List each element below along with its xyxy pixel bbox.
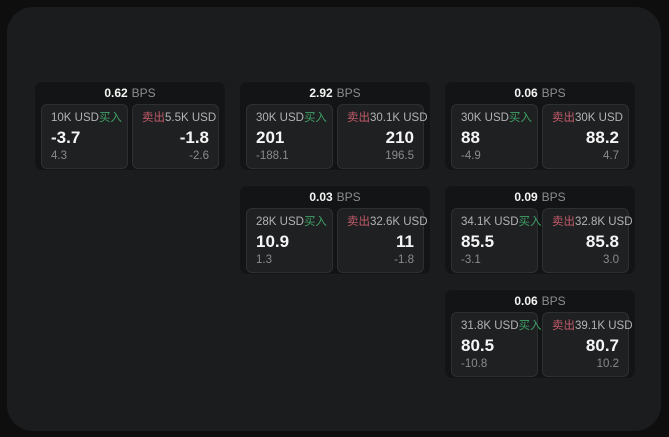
card-body: 30K USD 买入 88 -4.9 卖出 30K USD 88.2 4.7 (445, 104, 635, 170)
quote-card[interactable]: 2.92 BPS 30K USD 买入 201 -188.1 卖出 30.1K … (239, 81, 431, 171)
card-body: 34.1K USD 买入 85.5 -3.1 卖出 32.8K USD 85.8… (445, 208, 635, 274)
card-bps-value: 2.92 (309, 86, 333, 100)
card-bps-value: 0.06 (514, 86, 538, 100)
buy-change: -3.1 (461, 254, 481, 266)
card-header: 0.03 BPS (240, 186, 430, 208)
sell-change: 10.2 (596, 358, 619, 370)
sell-panel[interactable]: 卖出 39.1K USD 80.7 10.2 (542, 312, 633, 377)
card-bps-value: 0.09 (514, 190, 538, 204)
card-bps-unit: BPS (336, 86, 361, 100)
buy-badge: 买入 (518, 320, 542, 332)
buy-panel[interactable]: 28K USD 买入 10.9 1.3 (246, 208, 333, 273)
sell-badge: 卖出 (347, 112, 370, 124)
sell-change: -1.8 (394, 254, 414, 266)
buy-amount: 34.1K USD (461, 216, 519, 228)
card-bps-value: 0.06 (514, 294, 538, 308)
card-bps-unit: BPS (541, 294, 566, 308)
card-header: 0.62 BPS (35, 82, 225, 104)
card-body: 30K USD 买入 201 -188.1 卖出 30.1K USD 210 1… (240, 104, 430, 170)
sell-badge: 卖出 (552, 216, 575, 228)
sell-badge: 卖出 (552, 320, 575, 332)
sell-change: 196.5 (385, 150, 414, 162)
sell-panel[interactable]: 卖出 32.8K USD 85.8 3.0 (542, 208, 633, 273)
card-header: 0.06 BPS (445, 82, 635, 104)
quote-card[interactable]: 0.06 BPS 31.8K USD 买入 80.5 -10.8 卖出 39.1… (444, 289, 636, 379)
card-bps-value: 0.62 (104, 86, 128, 100)
sell-badge: 卖出 (142, 112, 165, 124)
sell-change: -2.6 (189, 150, 209, 162)
quote-card[interactable]: 0.03 BPS 28K USD 买入 10.9 1.3 卖出 32.6K US… (239, 185, 431, 275)
card-bps-unit: BPS (131, 86, 156, 100)
sell-value: -1.8 (179, 128, 209, 147)
buy-value: -3.7 (51, 128, 81, 147)
buy-panel[interactable]: 10K USD 买入 -3.7 4.3 (41, 104, 128, 169)
buy-panel[interactable]: 30K USD 买入 201 -188.1 (246, 104, 333, 169)
buy-panel[interactable]: 31.8K USD 买入 80.5 -10.8 (451, 312, 542, 377)
card-body: 31.8K USD 买入 80.5 -10.8 卖出 39.1K USD 80.… (445, 312, 635, 378)
sell-panel[interactable]: 卖出 30.1K USD 210 196.5 (337, 104, 428, 169)
buy-badge: 买入 (303, 112, 327, 124)
sell-amount: 30.1K USD (370, 112, 428, 124)
card-bps-value: 0.03 (309, 190, 333, 204)
buy-amount: 30K USD (256, 112, 304, 124)
sell-badge: 卖出 (552, 112, 575, 124)
buy-change: -4.9 (461, 150, 481, 162)
buy-badge: 买入 (303, 216, 327, 228)
sell-amount: 32.6K USD (370, 216, 428, 228)
cards-grid: 0.62 BPS 10K USD 买入 -3.7 4.3 卖出 5.5K USD… (34, 81, 636, 379)
sell-panel[interactable]: 卖出 30K USD 88.2 4.7 (542, 104, 629, 169)
buy-change: -10.8 (461, 358, 488, 370)
buy-value: 10.9 (256, 232, 290, 251)
sell-panel[interactable]: 卖出 32.6K USD 11 -1.8 (337, 208, 428, 273)
sell-amount: 30K USD (575, 112, 623, 124)
card-bps-unit: BPS (336, 190, 361, 204)
buy-amount: 10K USD (51, 112, 99, 124)
sell-amount: 5.5K USD (165, 112, 217, 124)
buy-badge: 买入 (518, 216, 542, 228)
card-bps-unit: BPS (541, 190, 566, 204)
buy-badge: 买入 (98, 112, 122, 124)
sell-amount: 32.8K USD (575, 216, 633, 228)
quote-card[interactable]: 0.62 BPS 10K USD 买入 -3.7 4.3 卖出 5.5K USD… (34, 81, 226, 171)
buy-value: 80.5 (461, 336, 495, 355)
card-body: 28K USD 买入 10.9 1.3 卖出 32.6K USD 11 -1.8 (240, 208, 430, 274)
card-body: 10K USD 买入 -3.7 4.3 卖出 5.5K USD -1.8 -2.… (35, 104, 225, 170)
quote-card[interactable]: 0.06 BPS 30K USD 买入 88 -4.9 卖出 30K USD 8… (444, 81, 636, 171)
sell-change: 4.7 (603, 150, 619, 162)
quote-card[interactable]: 0.09 BPS 34.1K USD 买入 85.5 -3.1 卖出 32.8K… (444, 185, 636, 275)
card-header: 0.06 BPS (445, 290, 635, 312)
sell-amount: 39.1K USD (575, 320, 633, 332)
buy-panel[interactable]: 34.1K USD 买入 85.5 -3.1 (451, 208, 542, 273)
buy-amount: 28K USD (256, 216, 304, 228)
buy-value: 201 (256, 128, 285, 147)
buy-amount: 30K USD (461, 112, 509, 124)
buy-value: 88 (461, 128, 480, 147)
card-bps-unit: BPS (541, 86, 566, 100)
buy-value: 85.5 (461, 232, 495, 251)
buy-amount: 31.8K USD (461, 320, 519, 332)
sell-panel[interactable]: 卖出 5.5K USD -1.8 -2.6 (132, 104, 219, 169)
card-header: 2.92 BPS (240, 82, 430, 104)
sell-value: 11 (396, 232, 414, 251)
sell-value: 88.2 (585, 128, 619, 147)
buy-change: -188.1 (256, 150, 289, 162)
sell-value: 80.7 (585, 336, 619, 355)
buy-panel[interactable]: 30K USD 买入 88 -4.9 (451, 104, 538, 169)
buy-change: 4.3 (51, 150, 67, 162)
buy-badge: 买入 (508, 112, 532, 124)
card-header: 0.09 BPS (445, 186, 635, 208)
buy-change: 1.3 (256, 254, 272, 266)
app-background-panel: 0.62 BPS 10K USD 买入 -3.7 4.3 卖出 5.5K USD… (7, 7, 661, 431)
sell-value: 85.8 (585, 232, 619, 251)
sell-value: 210 (385, 128, 414, 147)
sell-badge: 卖出 (347, 216, 370, 228)
sell-change: 3.0 (603, 254, 619, 266)
